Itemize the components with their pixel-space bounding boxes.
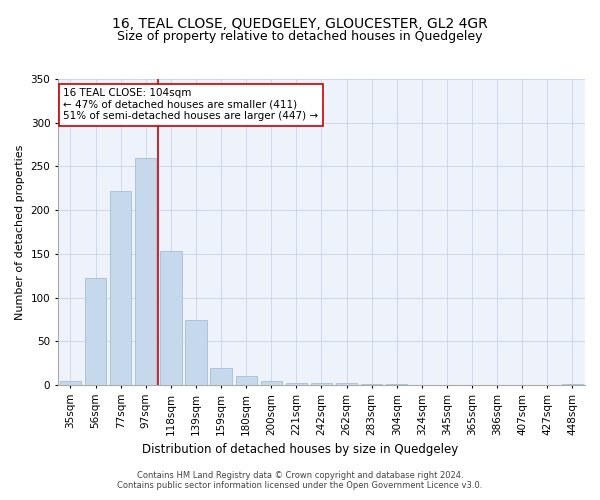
Text: Distribution of detached houses by size in Quedgeley: Distribution of detached houses by size … — [142, 442, 458, 456]
Bar — [85, 278, 106, 385]
Text: 16 TEAL CLOSE: 104sqm
← 47% of detached houses are smaller (411)
51% of semi-det: 16 TEAL CLOSE: 104sqm ← 47% of detached … — [63, 88, 319, 122]
Bar — [336, 384, 357, 385]
Bar — [110, 191, 131, 385]
Text: Contains HM Land Registry data © Crown copyright and database right 2024.
Contai: Contains HM Land Registry data © Crown c… — [118, 470, 482, 490]
Bar — [211, 368, 232, 385]
Bar — [562, 384, 583, 385]
Text: Size of property relative to detached houses in Quedgeley: Size of property relative to detached ho… — [117, 30, 483, 43]
Bar — [361, 384, 382, 385]
Bar — [236, 376, 257, 385]
Bar — [260, 381, 282, 385]
Bar — [311, 384, 332, 385]
Bar — [185, 320, 206, 385]
Bar — [135, 158, 157, 385]
Text: 16, TEAL CLOSE, QUEDGELEY, GLOUCESTER, GL2 4GR: 16, TEAL CLOSE, QUEDGELEY, GLOUCESTER, G… — [112, 18, 488, 32]
Bar — [60, 381, 81, 385]
Bar — [386, 384, 407, 385]
Bar — [160, 252, 182, 385]
Y-axis label: Number of detached properties: Number of detached properties — [15, 144, 25, 320]
Bar — [286, 382, 307, 385]
